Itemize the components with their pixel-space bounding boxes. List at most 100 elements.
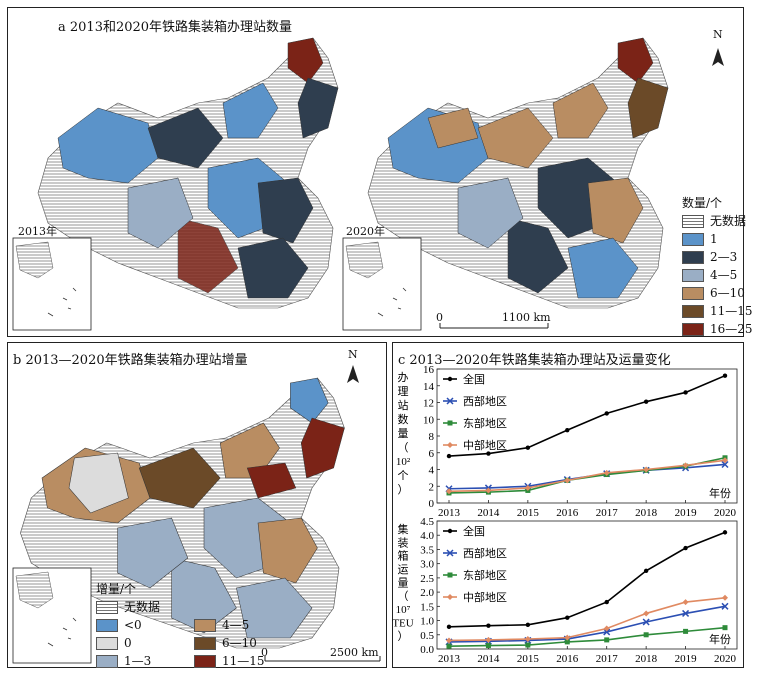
legend-swatch — [682, 233, 704, 246]
legend-b-label: 1—3 — [124, 654, 152, 668]
y-axis-label-char: TEU — [392, 617, 413, 629]
data-point — [643, 399, 649, 404]
panel-b-map — [12, 365, 381, 664]
x-tick-label: 2014 — [477, 507, 500, 519]
y-axis-label-char: 理 — [398, 385, 409, 398]
data-point — [486, 451, 491, 456]
data-point — [446, 549, 454, 557]
legend-swatch — [194, 655, 216, 668]
y-axis-label-char: 个 — [398, 469, 409, 482]
data-point — [683, 390, 688, 395]
legend-b-label: 4—5 — [222, 618, 250, 632]
data-point — [643, 568, 649, 573]
chart-area: 2013 2014 2015 2016 2017 2018 2019 2020 0 2 4 6 8 10 1… — [392, 364, 738, 665]
series-line — [448, 531, 726, 628]
data-point — [446, 453, 452, 459]
data-point — [447, 376, 453, 382]
legend-b-item: 1—3 — [96, 652, 151, 670]
legend-swatch — [96, 655, 118, 668]
series-line — [448, 626, 726, 647]
legend-a-item: 16—25 — [682, 320, 753, 338]
data-point — [643, 632, 649, 638]
north-label: N — [713, 28, 723, 41]
data-point — [447, 572, 453, 578]
legend-b-title: 增量/个 — [96, 582, 137, 596]
x-tick-label: 2017 — [596, 653, 619, 665]
legend-b-item: 6—10 — [194, 634, 257, 652]
label-2013: 2013年 — [18, 225, 57, 238]
x-tick-label: 2013 — [438, 653, 461, 665]
map-2020 — [367, 37, 669, 309]
data-point — [603, 628, 611, 636]
legend-a-label: 1 — [710, 232, 718, 246]
legend-label: 中部地区 — [463, 590, 507, 604]
x-axis-label: 年份 — [709, 632, 731, 646]
y-tick-label: 6 — [429, 448, 435, 460]
panel-c-title: c 2013—2020年铁路集装箱办理站及运量变化 — [398, 353, 671, 368]
data-point — [485, 487, 492, 494]
legend-b-item: 0 — [96, 634, 132, 652]
legend-a-title: 数量/个 — [682, 196, 723, 210]
data-point — [525, 642, 531, 648]
y-axis-label-char: 办 — [398, 371, 409, 384]
legend-b-item: 11—15 — [194, 652, 265, 670]
data-point — [604, 637, 610, 643]
data-point — [682, 609, 690, 617]
series-line — [448, 456, 726, 494]
y-tick-label: 4 — [429, 465, 435, 477]
legend-a-label: 无数据 — [710, 214, 747, 228]
y-tick-label: 0.0 — [420, 644, 434, 656]
y-tick-label: 2.0 — [420, 587, 434, 599]
panel-b-title: b 2013—2020年铁路集装箱办理站增量 — [13, 353, 248, 368]
y-tick-label: 14 — [423, 381, 435, 393]
data-point — [486, 623, 491, 628]
data-point — [446, 637, 452, 644]
y-axis-label-char: 站 — [398, 398, 409, 412]
y-axis-label-char: 装 — [398, 536, 409, 549]
legend-a-item: 无数据 — [682, 212, 753, 230]
x-tick-label: 2019 — [675, 653, 698, 665]
scale-zero-b: 0 — [261, 646, 268, 659]
data-point — [721, 460, 729, 469]
legend-swatch — [682, 323, 704, 336]
legend-swatch — [194, 619, 216, 632]
data-point — [447, 528, 453, 534]
legend-swatch — [96, 637, 118, 650]
legend-a-item: 1 — [682, 230, 753, 248]
scale-bar-b — [264, 656, 381, 662]
legend-label: 东部地区 — [463, 568, 507, 582]
data-point — [722, 594, 728, 601]
panel-a-title: a 2013和2020年铁路集装箱办理站数量 — [58, 20, 293, 35]
y-axis-label-char: 10⁷ — [396, 604, 411, 616]
data-point — [485, 636, 492, 643]
legend-a-label: 11—15 — [710, 304, 753, 318]
y-tick-label: 1.0 — [420, 616, 434, 628]
x-tick-label: 2013 — [438, 507, 461, 519]
legend-b-label: 0 — [124, 636, 132, 650]
legend-b-item: 4—5 — [194, 616, 249, 634]
y-axis-label-char: 箱 — [398, 549, 409, 563]
plot-frame — [436, 520, 738, 650]
legend-b-label: 11—15 — [222, 654, 265, 668]
legend-a-label: 4—5 — [710, 268, 738, 282]
legend-a-label: 16—25 — [710, 322, 753, 336]
panel-a: a 2013和2020年铁路集装箱办理站数量 — [7, 7, 753, 337]
y-axis-label-char: ） — [398, 483, 409, 496]
y-axis-label-char: ） — [398, 630, 409, 643]
data-point — [447, 442, 453, 448]
x-tick-label: 2015 — [517, 507, 540, 519]
y-tick-label: 3.5 — [420, 544, 434, 556]
legend-b-label: <0 — [124, 618, 142, 632]
data-point — [524, 636, 531, 643]
north-label-b: N — [348, 348, 358, 361]
data-point — [604, 599, 609, 605]
y-tick-label: 4.5 — [420, 516, 434, 528]
data-point — [722, 625, 728, 631]
x-tick-label: 2014 — [477, 653, 500, 665]
data-point — [722, 457, 728, 464]
data-point — [722, 373, 728, 378]
data-point — [446, 643, 452, 649]
data-point — [524, 484, 531, 491]
y-axis-label-char: 数 — [398, 413, 409, 426]
data-point — [643, 610, 650, 617]
